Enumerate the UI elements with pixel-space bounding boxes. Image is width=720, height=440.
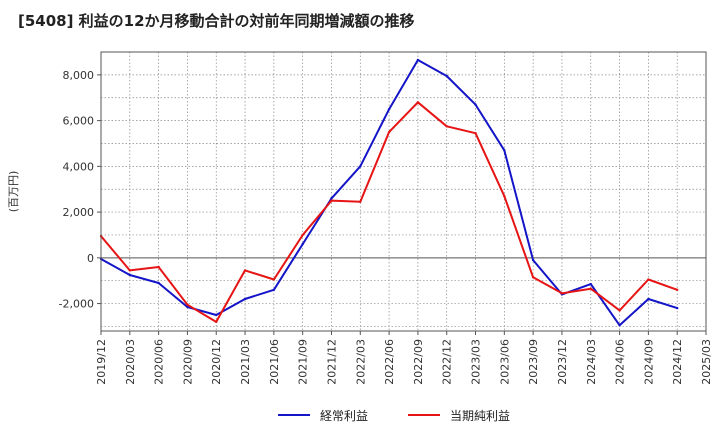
data-point xyxy=(128,269,132,272)
x-tick-label: 2020/06 xyxy=(153,339,166,385)
x-tick-label: 2022/03 xyxy=(354,339,367,385)
legend: 経常利益 当期純利益 xyxy=(278,409,510,423)
x-tick-label: 2024/12 xyxy=(671,339,684,385)
x-tick-label: 2022/06 xyxy=(383,339,396,385)
x-tick-label: 2025/03 xyxy=(700,339,713,385)
y-tick-label: 8,000 xyxy=(63,69,95,82)
data-point xyxy=(416,101,420,104)
data-point xyxy=(243,297,247,301)
data-point xyxy=(272,288,276,292)
data-point xyxy=(387,130,391,134)
x-tick-label: 2024/09 xyxy=(642,339,655,385)
x-tick-label: 2021/03 xyxy=(239,339,252,385)
x-tick-label: 2024/06 xyxy=(614,339,627,385)
data-point xyxy=(531,258,535,262)
data-point xyxy=(186,303,189,306)
y-tick-label: 6,000 xyxy=(63,115,95,128)
data-point xyxy=(589,287,592,290)
x-tick-label: 2021/09 xyxy=(297,339,310,385)
data-point xyxy=(675,306,679,310)
data-point xyxy=(272,278,276,281)
data-point xyxy=(647,297,650,301)
y-axis-label: (百万円) xyxy=(7,171,20,213)
data-point xyxy=(359,200,362,203)
data-point xyxy=(186,305,189,309)
y-tick-label: 0 xyxy=(87,252,94,265)
legend-label-1: 経常利益 xyxy=(320,409,368,423)
y-tick-label: 4,000 xyxy=(63,160,95,173)
data-point xyxy=(128,273,132,277)
x-tick-label: 2019/12 xyxy=(95,339,108,385)
data-point xyxy=(416,58,420,62)
grid-lines xyxy=(100,51,707,331)
data-point xyxy=(618,309,621,312)
data-point xyxy=(647,278,650,281)
data-point xyxy=(445,74,448,78)
data-point xyxy=(157,265,160,269)
data-point xyxy=(474,131,477,135)
x-tick-label: 2021/06 xyxy=(268,339,281,385)
x-tick-label: 2020/03 xyxy=(124,339,137,385)
data-point xyxy=(243,269,247,272)
x-tick-label: 2023/09 xyxy=(527,339,540,385)
x-tick-label: 2022/09 xyxy=(412,339,425,385)
data-point xyxy=(387,107,391,111)
y-tick-label: 2,000 xyxy=(63,206,95,219)
y-tick-label: -2,000 xyxy=(59,298,94,311)
x-tick-label: 2021/12 xyxy=(325,339,338,385)
x-tick-label: 2024/03 xyxy=(585,339,598,385)
x-tick-label: 2023/06 xyxy=(498,339,511,385)
plot-frame xyxy=(100,51,707,332)
data-point xyxy=(618,324,621,327)
data-point xyxy=(330,197,333,200)
data-point xyxy=(675,288,679,292)
data-point xyxy=(503,149,506,152)
chart-title: [5408] 利益の12か月移動合計の対前年同期増減額の推移 xyxy=(18,12,415,30)
data-point xyxy=(445,125,448,128)
series-lines xyxy=(99,58,679,327)
data-point xyxy=(503,194,506,198)
data-point xyxy=(589,282,592,286)
data-point xyxy=(531,276,535,279)
legend-label-2: 当期純利益 xyxy=(450,409,510,423)
data-point xyxy=(215,313,218,317)
data-point xyxy=(215,320,218,324)
data-point xyxy=(330,199,333,202)
y-axis-ticks: -2,000 0 2,000 4,000 6,000 8,000 xyxy=(59,69,101,311)
data-point xyxy=(157,281,160,285)
data-point xyxy=(301,233,304,237)
data-point xyxy=(474,103,477,106)
x-tick-label: 2022/12 xyxy=(441,339,454,385)
x-tick-label: 2020/09 xyxy=(181,339,194,385)
data-point xyxy=(359,165,362,168)
x-tick-label: 2020/12 xyxy=(210,339,223,385)
x-tick-label: 2023/03 xyxy=(470,339,483,385)
data-point xyxy=(560,292,564,295)
x-axis-ticks: 2019/12 2020/03 2020/06 2020/09 2020/12 2021/… xyxy=(95,331,713,385)
data-point xyxy=(301,242,304,246)
x-tick-label: 2023/12 xyxy=(556,339,569,385)
